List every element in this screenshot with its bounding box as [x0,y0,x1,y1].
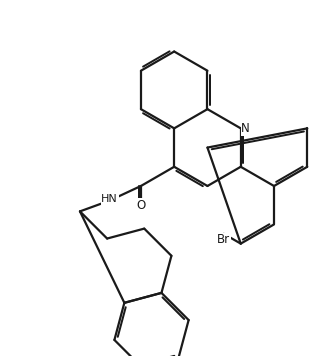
Text: HN: HN [101,194,118,204]
Text: N: N [241,122,250,135]
Text: O: O [136,199,146,212]
Text: Br: Br [217,233,231,246]
